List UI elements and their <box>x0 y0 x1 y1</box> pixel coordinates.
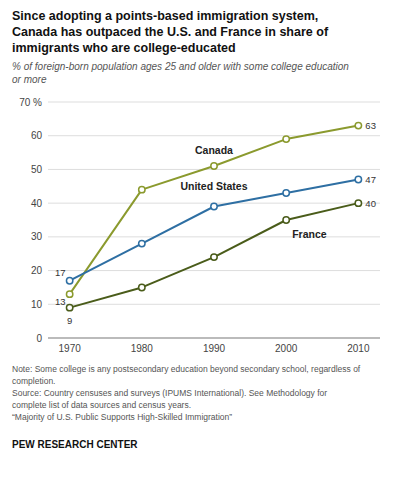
series-marker <box>355 122 361 128</box>
subtitle: or more <box>12 74 47 85</box>
series-label: Canada <box>195 144 233 156</box>
series-marker <box>211 254 217 260</box>
series-marker <box>211 203 217 209</box>
series-label: France <box>292 228 327 240</box>
plot-area <box>66 122 361 310</box>
note: completion. <box>12 376 55 386</box>
chart: Since adopting a points-based immigratio… <box>0 0 420 484</box>
title: Canada has outpaced the U.S. and France … <box>12 25 329 39</box>
note: Note: Some college is any postsecondary … <box>12 364 361 374</box>
y-tick-label: 30 <box>31 231 43 242</box>
y-tick-label: 0 <box>36 333 42 344</box>
grid-line <box>48 304 380 305</box>
series-marker <box>139 240 145 246</box>
y-tick-label: 60 <box>31 130 43 141</box>
y-tick-label: 50 <box>31 164 43 175</box>
credit: PEW RESEARCH CENTER <box>12 439 138 450</box>
grid-line <box>48 135 380 136</box>
grid-line <box>48 236 380 237</box>
series-marker <box>139 284 145 290</box>
x-tick-label: 1980 <box>131 343 154 354</box>
data-label: 9 <box>67 315 72 326</box>
note: complete list of data sources and census… <box>12 400 191 410</box>
note: “Majority of U.S. Public Supports High-S… <box>12 412 232 422</box>
grid-line <box>48 338 380 339</box>
grid <box>48 102 380 338</box>
note: Source: Country censuses and surveys (IP… <box>12 388 327 398</box>
series-marker <box>66 277 72 283</box>
grid-line <box>48 102 380 103</box>
series-line <box>70 180 359 281</box>
title: immigrants who are college-educated <box>12 41 236 55</box>
y-tick-label: 40 <box>31 198 43 209</box>
labels: 13 63 17 47 9 40 Canada United States France <box>55 120 376 326</box>
x-tick-label: 1970 <box>59 343 82 354</box>
series-marker <box>139 186 145 192</box>
series-line <box>70 126 359 295</box>
data-label: 63 <box>365 120 376 131</box>
series-marker <box>283 136 289 142</box>
x-axis <box>48 338 380 339</box>
data-label: 13 <box>55 296 66 307</box>
series-marker <box>211 163 217 169</box>
series-marker <box>66 291 72 297</box>
y-tick-label: 70 % <box>19 97 42 108</box>
series-marker <box>283 217 289 223</box>
series-marker <box>66 304 72 310</box>
y-tick-label: 10 <box>31 299 43 310</box>
series-marker <box>355 200 361 206</box>
series-line <box>70 203 359 308</box>
series-marker <box>283 190 289 196</box>
data-label: 17 <box>55 267 66 278</box>
subtitle: % of foreign-born population ages 25 and… <box>12 61 349 72</box>
series-marker <box>355 176 361 182</box>
x-tick-label: 1990 <box>203 343 226 354</box>
data-label: 47 <box>365 174 376 185</box>
x-tick-label: 2000 <box>275 343 298 354</box>
x-tick-label: 2010 <box>347 343 370 354</box>
grid-line <box>48 270 380 271</box>
chart-container: Since adopting a points-based immigratio… <box>0 0 420 484</box>
y-tick-label: 20 <box>31 265 43 276</box>
data-label: 40 <box>365 198 376 209</box>
title: Since adopting a points-based immigratio… <box>12 9 318 23</box>
series-label: United States <box>180 180 247 192</box>
